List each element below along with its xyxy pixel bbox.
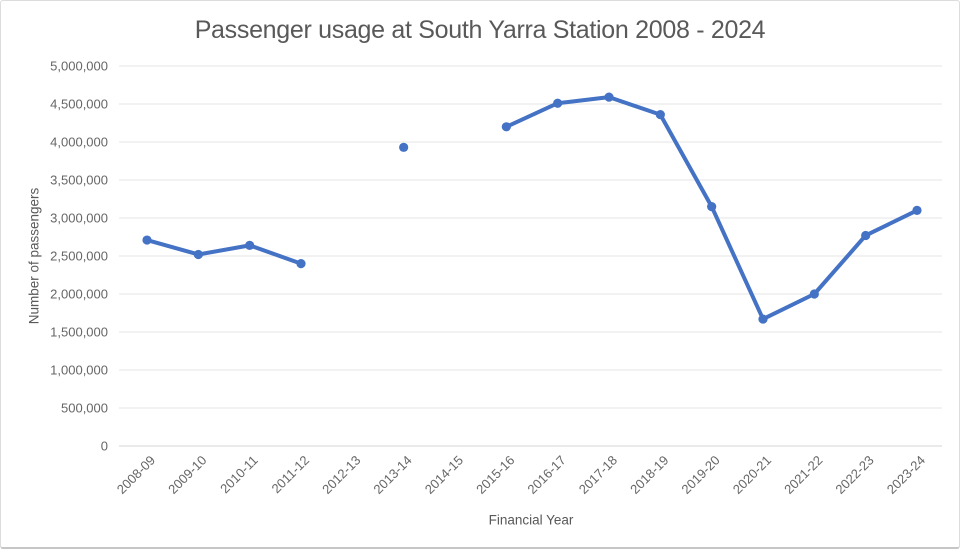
x-axis-tick-label: 2011-12 <box>268 453 312 497</box>
data-point-marker <box>912 205 922 215</box>
x-axis-tick-label: 2015-16 <box>473 453 517 497</box>
data-point-marker <box>553 98 563 108</box>
data-point-marker <box>142 235 152 245</box>
data-point-marker <box>707 202 717 212</box>
x-axis-tick-label: 2017-18 <box>576 453 620 497</box>
data-point-marker <box>809 289 819 299</box>
data-point-marker <box>655 110 665 120</box>
x-axis-tick-label: 2013-14 <box>370 453 414 497</box>
data-point-marker <box>245 240 255 250</box>
chart-title: Passenger usage at South Yarra Station 2… <box>194 16 766 44</box>
data-point-marker <box>861 230 871 241</box>
y-axis-tick-label: 1,500,000 <box>50 325 108 340</box>
y-axis-tick-label: 2,000,000 <box>50 287 108 302</box>
y-axis-tick-label: 5,000,000 <box>50 59 108 74</box>
data-point-marker <box>296 259 306 269</box>
x-axis-tick-label: 2019-20 <box>678 453 722 497</box>
x-axis-tick-label: 2014-15 <box>422 453 466 497</box>
y-axis-tick-label: 0 <box>101 439 108 454</box>
x-axis-tick-label: 2010-11 <box>217 453 261 497</box>
series-line <box>145 238 303 266</box>
x-axis-tick-label: 2009-10 <box>165 453 209 497</box>
data-point-marker <box>758 314 768 324</box>
y-axis-tick-label: 2,500,000 <box>50 249 108 264</box>
data-point-marker <box>501 122 511 132</box>
x-axis-tick-label: 2008-09 <box>114 453 158 497</box>
data-point-marker <box>193 249 203 260</box>
x-axis-tick-label: 2018-19 <box>627 453 671 497</box>
y-axis-tick-label: 3,000,000 <box>50 211 108 226</box>
data-point-marker <box>399 142 409 152</box>
y-axis-tick-label: 4,500,000 <box>50 97 108 112</box>
y-axis-tick-label: 1,000,000 <box>50 363 108 378</box>
x-axis-tick-label: 2020-21 <box>730 453 774 497</box>
x-axis-tick-label: 2021-22 <box>781 453 825 497</box>
x-axis-tick-label: 2012-13 <box>319 453 363 497</box>
x-axis-title: Financial Year <box>488 512 574 528</box>
y-axis-tick-label: 3,500,000 <box>50 173 108 188</box>
x-axis-tick-label: 2023-24 <box>884 453 928 497</box>
y-axis-tick-label: 500,000 <box>61 401 108 416</box>
data-point-marker <box>604 92 614 102</box>
x-axis-tick-label: 2016-17 <box>524 453 568 497</box>
y-axis-tick-label: 4,000,000 <box>50 135 108 150</box>
x-axis-tick-label: 2022-23 <box>832 453 876 497</box>
